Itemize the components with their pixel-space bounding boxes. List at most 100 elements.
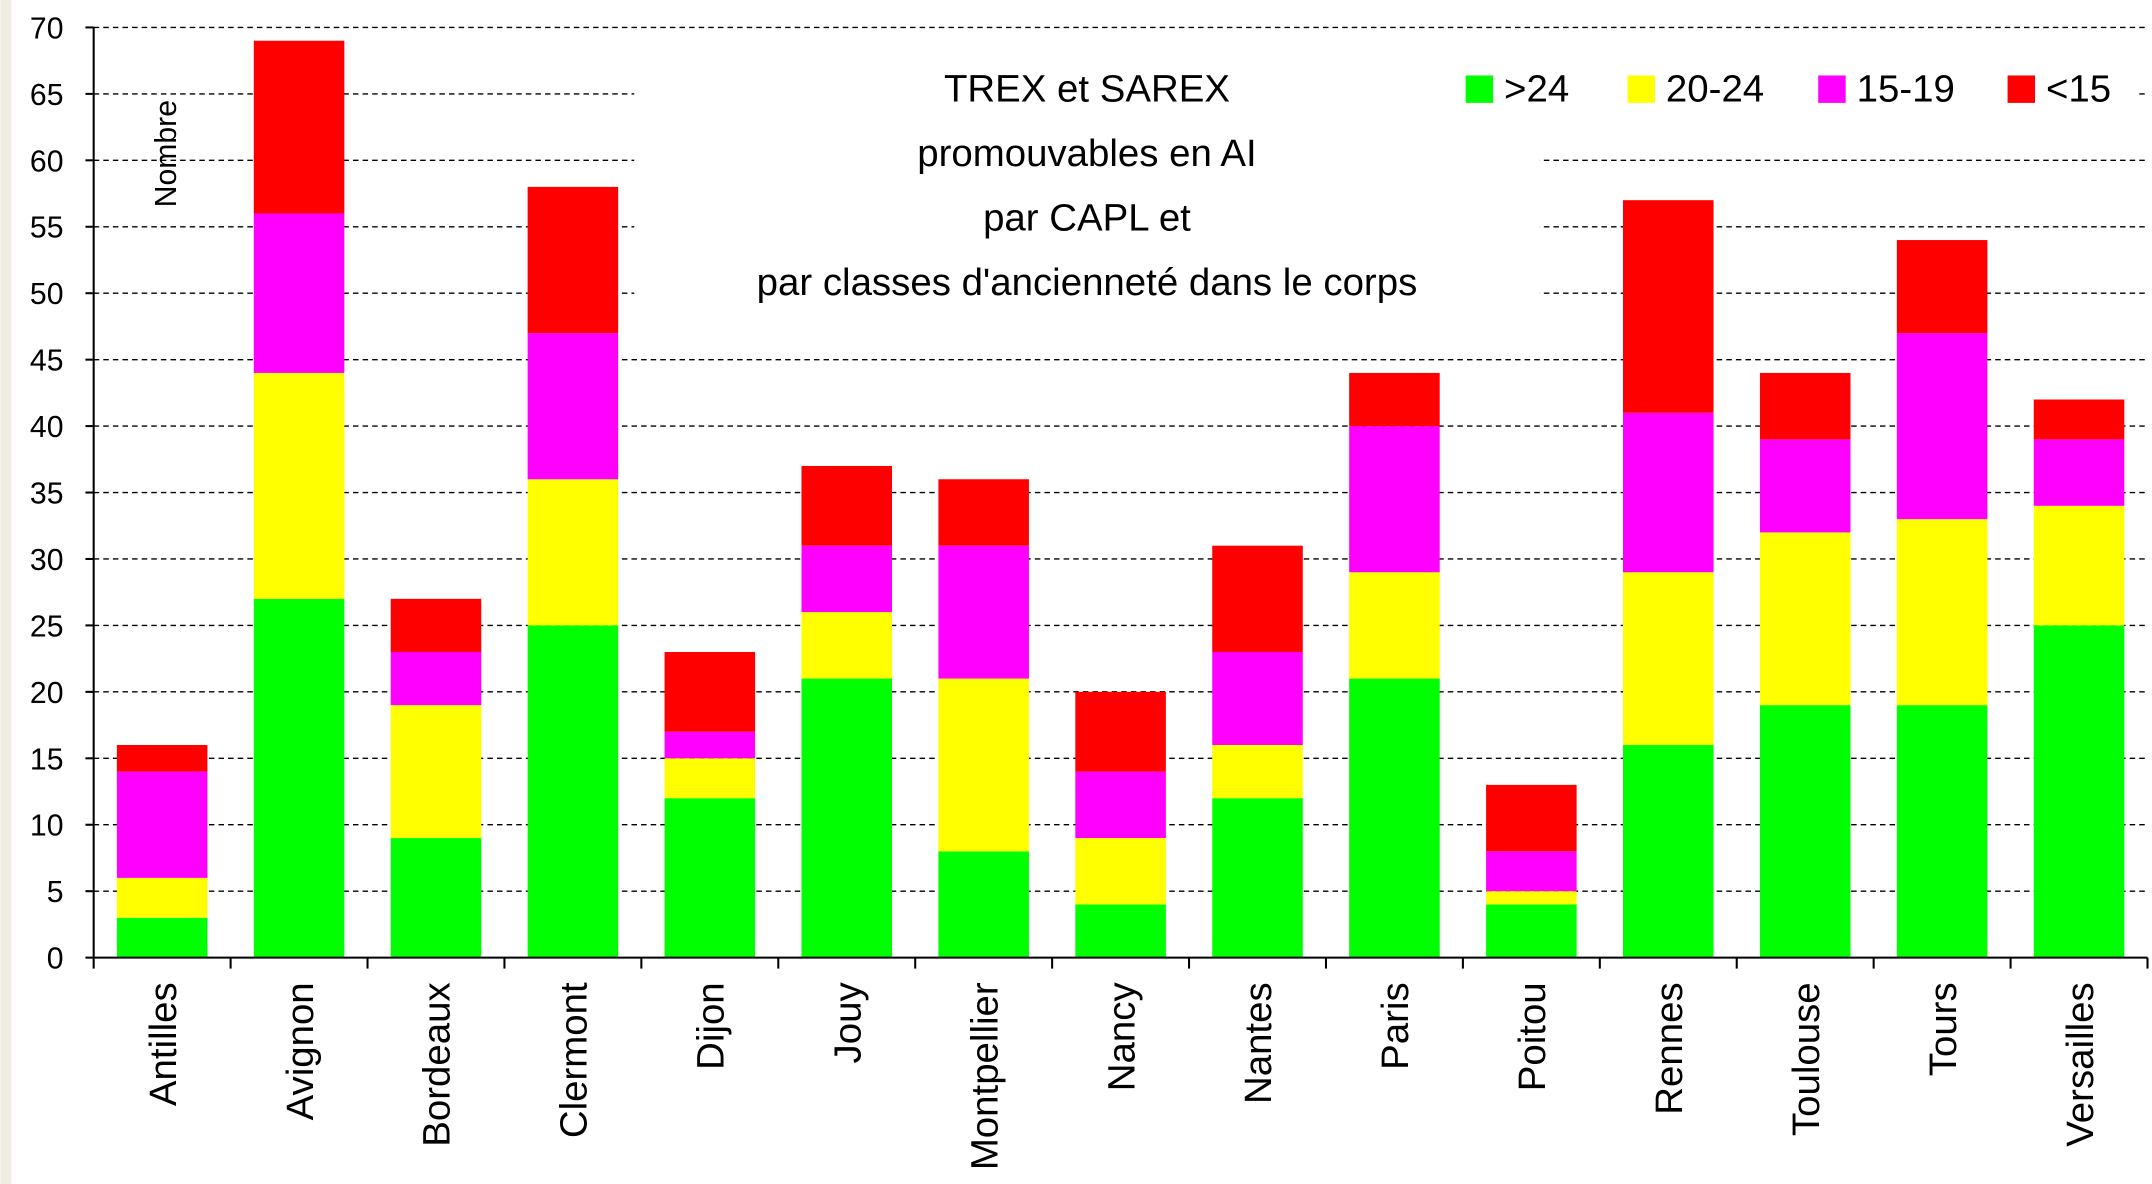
- bar-segment: [527, 479, 619, 626]
- legend-swatch: [2007, 75, 2035, 103]
- legend-label: >24: [1504, 68, 1569, 111]
- bar-segment: [253, 213, 345, 373]
- x-tick-label: Jouy: [826, 982, 869, 1064]
- bar-segment: [938, 851, 1029, 958]
- bar-segment: [2033, 505, 2125, 626]
- bar-segment: [1622, 745, 1714, 958]
- chart-title: TREX et SAREX: [944, 68, 1230, 111]
- bar-segment: [1349, 426, 1440, 573]
- y-tick-label: 55: [30, 212, 64, 245]
- x-tick-label: Tours: [1922, 982, 1965, 1076]
- bar-segment: [1759, 439, 1851, 533]
- bar-segment: [1759, 705, 1851, 958]
- legend-swatch: [1465, 75, 1494, 103]
- left-border: [0, 0, 12, 1184]
- bar-segment: [390, 838, 482, 958]
- y-tick-label: 5: [47, 876, 64, 909]
- y-tick-label: 45: [30, 345, 64, 378]
- x-tick-label: Montpellier: [963, 982, 1006, 1170]
- bar-segment: [390, 705, 482, 839]
- x-tick-label: Rennes: [1648, 982, 1691, 1114]
- bar-segment: [1075, 771, 1166, 839]
- bar-segment: [116, 877, 208, 918]
- bar-segment: [116, 917, 208, 958]
- x-tick-label: Bordeaux: [416, 982, 459, 1146]
- y-tick-label: 50: [30, 278, 64, 311]
- bar-segment: [801, 678, 893, 958]
- x-tick-label: Paris: [1374, 982, 1417, 1070]
- bar-segment: [1486, 851, 1577, 892]
- bar-segment: [253, 598, 345, 958]
- bar-segment: [1759, 532, 1851, 706]
- bar-segment: [1212, 745, 1303, 799]
- bar-segment: [390, 651, 482, 706]
- bar-segment: [664, 758, 756, 799]
- bar-segment: [801, 612, 893, 679]
- bar-segment: [1075, 691, 1166, 772]
- bar-segment: [2033, 625, 2125, 958]
- y-tick-label: 10: [30, 810, 64, 843]
- bar-segment: [1486, 904, 1577, 958]
- bar-segment: [253, 372, 345, 599]
- bar-segment: [527, 625, 619, 958]
- x-tick-label: Nancy: [1100, 982, 1143, 1092]
- legend-swatch: [1818, 75, 1846, 103]
- bar-segment: [1212, 798, 1303, 958]
- legend-label: <15: [2046, 68, 2111, 111]
- bar-segment: [938, 479, 1029, 546]
- bar-segment: [253, 40, 345, 214]
- y-tick-label: 20: [30, 677, 64, 710]
- bar-segment: [116, 771, 208, 878]
- bar-segment: [2033, 439, 2125, 506]
- y-axis-label: Nombre: [150, 100, 183, 207]
- bar-segment: [116, 745, 208, 772]
- bar-segment: [938, 678, 1029, 852]
- y-tick-label: 25: [30, 610, 64, 643]
- legend-label: 15-19: [1857, 68, 1955, 111]
- bar-segment: [390, 598, 482, 652]
- legend-label: 20-24: [1666, 68, 1764, 111]
- bar-segment: [1486, 891, 1577, 905]
- bar-segment: [1896, 705, 1988, 958]
- bar-segment: [1896, 240, 1988, 334]
- x-tick-label: Clermont: [553, 982, 596, 1138]
- y-tick-label: 60: [30, 145, 64, 178]
- y-tick-label: 70: [30, 12, 64, 45]
- bar-segment: [1349, 678, 1440, 958]
- bar-segment: [664, 731, 756, 759]
- x-tick-label: Poitou: [1511, 982, 1554, 1091]
- bar-segment: [1622, 200, 1714, 413]
- x-tick-label: Nantes: [1237, 982, 1280, 1104]
- y-tick-label: 0: [47, 943, 64, 976]
- bar-segment: [664, 651, 756, 732]
- bar-segment: [2033, 399, 2125, 440]
- y-tick-label: 15: [30, 743, 64, 776]
- y-tick-label: 30: [30, 544, 64, 577]
- bar-segment: [664, 798, 756, 958]
- x-tick-label: Avignon: [279, 982, 322, 1120]
- x-tick-label: Antilles: [142, 982, 185, 1106]
- bar-segment: [527, 333, 619, 480]
- x-tick-label: Dijon: [690, 982, 733, 1070]
- chart-title: promouvables en AI: [917, 132, 1256, 175]
- bar-segment: [1896, 333, 1988, 520]
- bar-segment: [1349, 572, 1440, 679]
- y-tick-label: 65: [30, 79, 64, 112]
- bar-segment: [1212, 651, 1303, 746]
- bar-segment: [1622, 412, 1714, 573]
- chart-title: par CAPL et: [983, 196, 1191, 239]
- bar-segment: [1349, 372, 1440, 427]
- bar-segment: [527, 186, 619, 334]
- chart-title: par classes d'ancienneté dans le corps: [757, 261, 1418, 304]
- bar-segment: [1075, 838, 1166, 905]
- x-tick-label: Toulouse: [1785, 982, 1828, 1136]
- bar-segment: [1075, 904, 1166, 958]
- bar-segment: [1759, 372, 1851, 440]
- legend-swatch: [1627, 75, 1655, 103]
- bar-segment: [1896, 519, 1988, 706]
- bar-segment: [801, 545, 893, 613]
- bar-segment: [1486, 784, 1577, 852]
- bar-segment: [1212, 545, 1303, 652]
